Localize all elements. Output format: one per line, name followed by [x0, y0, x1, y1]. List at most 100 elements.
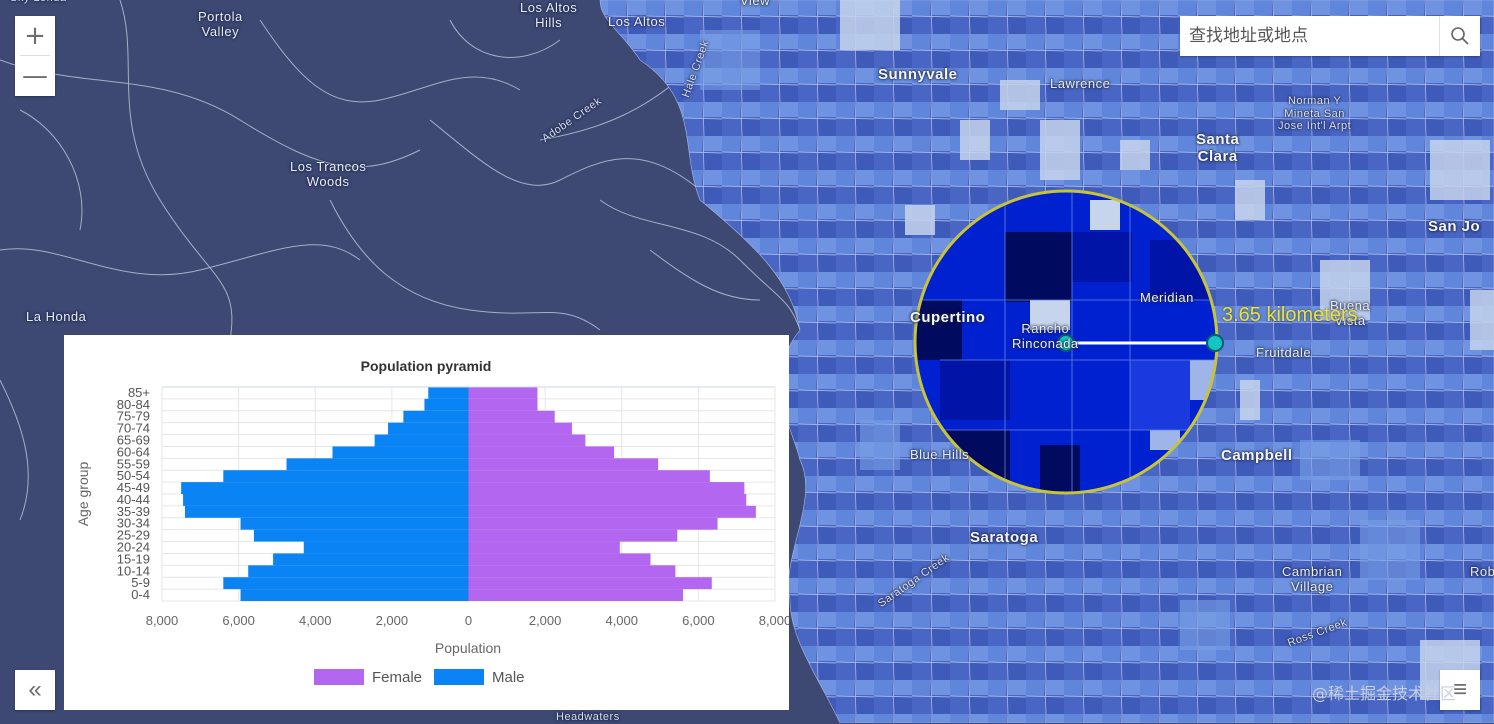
- bar-female-30-34: [468, 517, 718, 530]
- watermark: @稀土掘金技术社区: [1312, 684, 1457, 703]
- bar-male-60-64: [332, 446, 469, 459]
- bar-female-25-29: [468, 529, 678, 542]
- measurement-label: 3.65 kilometers: [1222, 304, 1358, 326]
- bar-male-20-24: [303, 541, 469, 554]
- bar-male-55-59: [286, 458, 469, 471]
- y-tick-label: 20-24: [117, 540, 150, 555]
- map-label-campbell: Campbell: [1221, 447, 1293, 464]
- y-tick-label: 25-29: [117, 528, 150, 543]
- bar-female-75-79: [468, 410, 555, 423]
- x-tick-label: 0: [465, 613, 472, 628]
- y-tick-label: 5-9: [131, 575, 150, 590]
- y-tick-label: 10-14: [117, 563, 150, 578]
- map-label-fruitdale: Fruitdale: [1256, 345, 1312, 360]
- x-tick-label: 8,000: [759, 613, 789, 628]
- bar-male-40-44: [183, 494, 469, 506]
- x-tick-label: 8,000: [146, 613, 179, 628]
- chart-panel: Population pyramid 8,000 6,000 4,000 2,000 0 2…: [64, 335, 791, 710]
- map-label-headwaters: Headwaters: [556, 711, 620, 723]
- map-label-sky-londa: Sky Londa: [10, 0, 66, 5]
- map-label-la-honda: La Honda: [26, 309, 87, 324]
- mid-tracts: [700, 30, 1420, 650]
- plus-icon: +: [24, 20, 46, 51]
- map-label-sunnyvale: Sunnyvale: [878, 66, 958, 83]
- map-label-saratoga: Saratoga: [970, 529, 1039, 546]
- map-label-rob: Rob: [1470, 564, 1494, 579]
- menu-icon: ≡: [1452, 676, 1467, 703]
- zoom-out-button[interactable]: —: [15, 56, 55, 95]
- bar-female-45-49: [468, 482, 745, 494]
- zoom-divider: [20, 55, 50, 56]
- map-label-buena: Buena Vista: [1330, 298, 1371, 328]
- map-label-cupertino: Cupertino: [910, 309, 986, 326]
- bar-female-10-14: [468, 565, 676, 578]
- y-tick-label: 55-59: [117, 456, 150, 471]
- y-tick-label: 45-49: [117, 480, 150, 495]
- y-axis-title: Age group: [75, 461, 91, 526]
- y-tick-label: 80-84: [117, 397, 150, 412]
- bar-male-0-4: [240, 589, 469, 601]
- collapse-panel-button[interactable]: «: [15, 670, 55, 710]
- bar-female-65-69: [468, 434, 586, 447]
- map-label-los-altos: Los Altos: [608, 14, 666, 29]
- chart-title: Population pyramid: [361, 358, 492, 374]
- x-tick-label: 2,000: [529, 613, 562, 628]
- map-label-santa-clara: Santa Clara: [1196, 131, 1240, 166]
- y-tick-label: 30-34: [117, 516, 150, 531]
- y-tick-label: 40-44: [117, 492, 150, 507]
- y-tick-label: 35-39: [117, 504, 150, 519]
- zoom-in-button[interactable]: +: [15, 16, 55, 55]
- y-tick-label: 15-19: [117, 551, 150, 566]
- minus-icon: —: [22, 60, 48, 91]
- bar-female-35-39: [468, 505, 756, 518]
- map-label-meridian: Meridian: [1140, 290, 1194, 305]
- map-label-portola-valley: Portola Valley: [198, 9, 243, 39]
- menu-button[interactable]: ≡: [1440, 670, 1480, 710]
- search-input[interactable]: [1180, 16, 1439, 56]
- map-label-los-trancos-woods: Los Trancos Woods: [290, 159, 367, 189]
- bar-female-0-4: [468, 589, 684, 601]
- bar-female-60-64: [468, 446, 615, 459]
- bar-male-75-79: [403, 410, 469, 423]
- search-button[interactable]: [1439, 16, 1480, 56]
- legend-label-male: Male: [492, 669, 525, 686]
- map-label-cambrian-village: Cambrian Village: [1282, 564, 1343, 594]
- bar-female-55-59: [468, 458, 659, 471]
- bar-female-40-44: [468, 494, 747, 506]
- legend-swatch-female: [314, 669, 364, 685]
- population-pyramid-chart: Population pyramid 8,000 6,000 4,000 2,000 0 2…: [75, 358, 791, 686]
- y-tick-label: 85+: [128, 385, 150, 400]
- bar-female-5-9: [468, 577, 712, 590]
- bar-male-15-19: [273, 553, 469, 566]
- bar-female-50-54: [468, 470, 710, 483]
- bar-male-5-9: [223, 577, 469, 590]
- map-label-los-altos-hills: Los Altos Hills: [520, 0, 578, 30]
- bar-female-20-24: [468, 541, 620, 554]
- map-label-san-jose: San Jo: [1428, 218, 1481, 235]
- y-tick-label: 70-74: [117, 421, 150, 436]
- bar-female-80-84: [468, 398, 538, 411]
- y-tick-label: 60-64: [117, 444, 150, 459]
- bar-male-35-39: [184, 505, 469, 518]
- bar-female-15-19: [468, 553, 651, 566]
- search-icon: [1451, 27, 1469, 45]
- measure-end-handle[interactable]: [1206, 334, 1224, 352]
- bar-male-50-54: [223, 470, 469, 483]
- x-tick-label: 6,000: [222, 613, 255, 628]
- map-label-lawrence: Lawrence: [1050, 76, 1111, 91]
- x-tick-label: 6,000: [682, 613, 715, 628]
- bar-male-30-34: [240, 517, 469, 530]
- measure-start-handle[interactable]: [1057, 334, 1075, 352]
- bar-male-10-14: [248, 565, 469, 578]
- bar-female-70-74: [468, 422, 572, 435]
- search-widget: [1180, 16, 1480, 56]
- x-axis-title: Population: [435, 640, 501, 656]
- map-label-airport: Norman Y Mineta San Jose Int'l Arpt: [1278, 95, 1352, 133]
- bar-male-85+: [428, 387, 469, 399]
- bar-male-80-84: [424, 398, 469, 411]
- map-label-rancho-rinconada: Rancho Rinconada: [1012, 321, 1079, 351]
- double-chevron-left-icon: «: [28, 676, 42, 703]
- y-tick-label: 0-4: [131, 587, 150, 602]
- bar-male-70-74: [388, 422, 469, 435]
- bar-female-85+: [468, 387, 538, 399]
